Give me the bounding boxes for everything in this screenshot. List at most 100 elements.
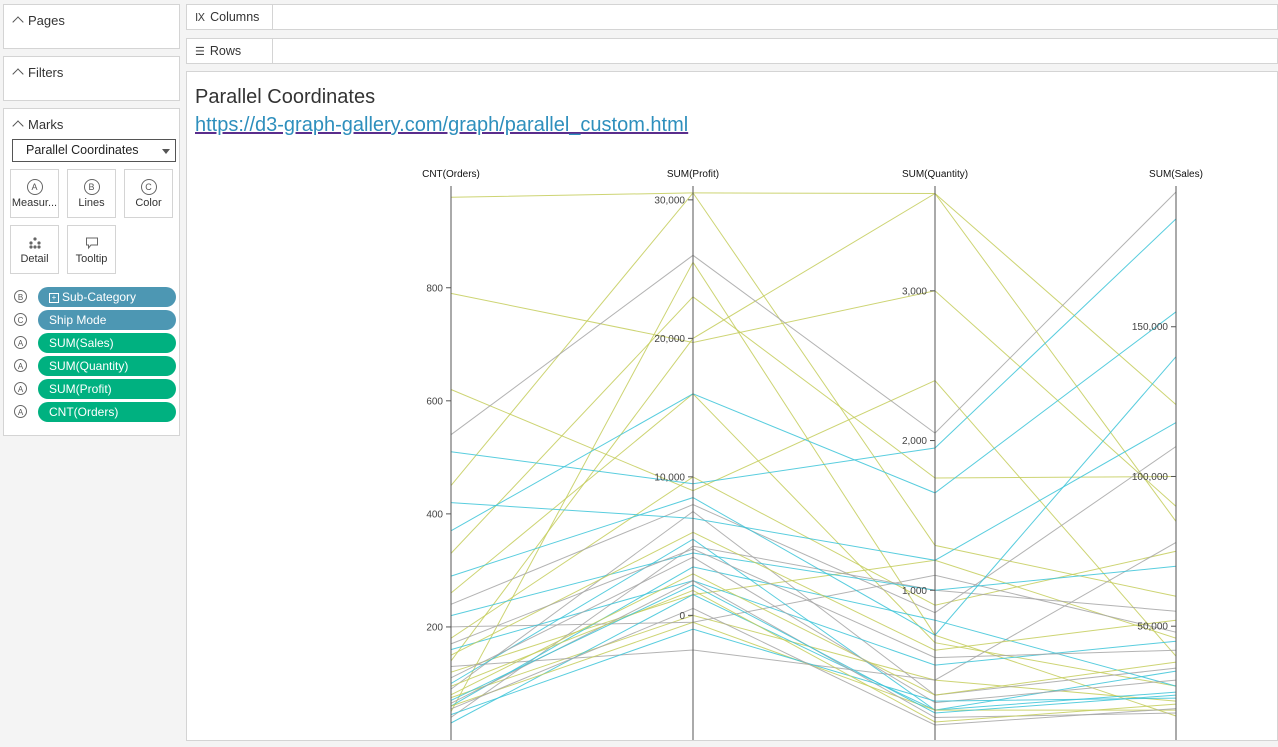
- series-line-19[interactable]: [450, 356, 1177, 636]
- series-line-5[interactable]: [450, 393, 1177, 687]
- ship-mode-pill[interactable]: Ship Mode: [38, 310, 176, 330]
- series-line-24[interactable]: [450, 422, 1177, 561]
- viz-source-link[interactable]: https://d3-graph-gallery.com/graph/paral…: [195, 114, 689, 136]
- sum-profit-pill[interactable]: SUM(Profit): [38, 379, 176, 399]
- encoding-c-icon: C: [140, 179, 157, 195]
- series-line-17[interactable]: [450, 218, 1177, 485]
- series-line-14[interactable]: [450, 545, 1177, 718]
- pages-header[interactable]: Pages: [12, 13, 65, 28]
- tick-label-1-1: 10,000: [654, 472, 685, 483]
- encoding-c-icon: C: [14, 313, 27, 326]
- series-line-12[interactable]: [450, 446, 1177, 614]
- collapse-chevron-icon[interactable]: [12, 68, 24, 80]
- viz-title: Parallel Coordinates: [195, 86, 376, 108]
- series-line-9[interactable]: [450, 261, 1177, 717]
- color-label: Color: [135, 197, 162, 209]
- encoding-a-icon: A: [14, 405, 27, 418]
- series-line-23[interactable]: [450, 566, 1177, 707]
- tooltip-button[interactable]: Tooltip: [67, 225, 116, 274]
- encoding-a-icon: A: [14, 336, 27, 349]
- series-line-2[interactable]: [450, 379, 1177, 657]
- series-line-34[interactable]: [450, 531, 1177, 656]
- cnt-orders-pill[interactable]: CNT(Orders): [38, 402, 176, 422]
- sum-sales-pill[interactable]: SUM(Sales): [38, 333, 176, 353]
- series-line-29[interactable]: [450, 556, 1177, 704]
- mark-type-dropdown[interactable]: Parallel Coordinates: [12, 139, 176, 162]
- columns-shelf-label: Ⅸ Columns: [187, 5, 273, 29]
- sub-category-pill[interactable]: + Sub-Category: [38, 287, 176, 307]
- marks-header[interactable]: Marks: [12, 117, 64, 132]
- tick-label-0-1: 400: [426, 509, 443, 520]
- tooltip-label: Tooltip: [75, 253, 108, 265]
- series-line-32[interactable]: [450, 607, 1177, 726]
- series-line-20[interactable]: [450, 552, 1177, 617]
- axis-title-3: SUM(Sales): [1149, 169, 1203, 180]
- series-line-22[interactable]: [450, 538, 1177, 711]
- series-line-33[interactable]: [450, 584, 1177, 714]
- tick-label-3-1: 100,000: [1132, 472, 1169, 483]
- dropdown-arrow-icon[interactable]: [162, 149, 170, 154]
- tick-label-3-0: 50,000: [1137, 622, 1168, 633]
- sub-category-label: Sub-Category: [62, 290, 137, 304]
- tick-label-0-2: 600: [426, 396, 443, 407]
- encoding-a-icon: A: [26, 179, 43, 195]
- series-line-31[interactable]: [450, 589, 1177, 723]
- series-line-28[interactable]: [450, 573, 1177, 696]
- series-line-16[interactable]: [450, 574, 1177, 633]
- mark-type-value: Parallel Coordinates: [26, 143, 139, 157]
- pages-title: Pages: [28, 13, 65, 28]
- marks-title: Marks: [28, 117, 64, 132]
- axis-title-2: SUM(Quantity): [902, 169, 968, 180]
- collapse-chevron-icon[interactable]: [12, 16, 24, 28]
- field-row-sub-category: B + Sub-Category: [12, 287, 178, 307]
- filters-card: Filters: [3, 56, 180, 101]
- series-line-1[interactable]: [450, 290, 1177, 507]
- lines-label: Lines: [78, 197, 105, 209]
- series-line-3[interactable]: [450, 192, 1177, 597]
- filters-title: Filters: [28, 65, 64, 80]
- sum-quantity-pill[interactable]: SUM(Quantity): [38, 356, 176, 376]
- tick-label-0-0: 200: [426, 622, 443, 633]
- series-line-8[interactable]: [450, 192, 1177, 662]
- tooltip-icon: [85, 237, 98, 250]
- tick-label-2-1: 2,000: [902, 436, 927, 447]
- field-row-cnt-orders: A CNT(Orders): [12, 402, 178, 422]
- detail-icon: [28, 237, 41, 249]
- encoding-a-icon: A: [14, 382, 27, 395]
- field-row-sum-sales: A SUM(Sales): [12, 333, 178, 353]
- axis-title-1: SUM(Profit): [667, 169, 719, 180]
- measure-names-button[interactable]: A Measur...: [10, 169, 59, 218]
- detail-button[interactable]: Detail: [10, 225, 59, 274]
- measure-names-label: Measur...: [11, 197, 58, 209]
- tick-label-3-2: 150,000: [1132, 322, 1169, 333]
- columns-shelf[interactable]: Ⅸ Columns: [186, 4, 1278, 30]
- field-row-sum-quantity: A SUM(Quantity): [12, 356, 178, 376]
- viz-canvas: Parallel Coordinates https://d3-graph-ga…: [186, 71, 1278, 741]
- series-line-6[interactable]: [450, 476, 1177, 639]
- rows-shelf[interactable]: ☰ Rows: [186, 38, 1278, 64]
- expand-plus-icon[interactable]: +: [49, 293, 59, 303]
- encoding-b-icon: B: [14, 290, 27, 303]
- columns-label-text: Columns: [210, 10, 260, 24]
- series-line-13[interactable]: [450, 541, 1177, 681]
- collapse-chevron-icon[interactable]: [12, 120, 24, 132]
- pages-card: Pages: [3, 4, 180, 49]
- axis-title-0: CNT(Orders): [422, 169, 480, 180]
- series-line-0[interactable]: [450, 192, 1177, 405]
- series-line-30[interactable]: [450, 628, 1177, 716]
- series-line-7[interactable]: [450, 559, 1177, 673]
- columns-icon: Ⅸ: [195, 12, 206, 24]
- rows-icon: ☰: [195, 46, 205, 58]
- rows-shelf-label: ☰ Rows: [187, 39, 273, 63]
- lines-button[interactable]: B Lines: [67, 169, 116, 218]
- color-button[interactable]: C Color: [124, 169, 173, 218]
- field-row-sum-profit: A SUM(Profit): [12, 379, 178, 399]
- tick-label-1-0: 0: [679, 611, 685, 622]
- series-line-35[interactable]: [450, 548, 1177, 659]
- filters-header[interactable]: Filters: [12, 65, 64, 80]
- series-line-18[interactable]: [450, 311, 1177, 532]
- tick-label-1-2: 20,000: [654, 334, 685, 345]
- series-line-4[interactable]: [450, 296, 1177, 554]
- series-line-11[interactable]: [450, 191, 1177, 436]
- encoding-b-icon: B: [83, 179, 100, 195]
